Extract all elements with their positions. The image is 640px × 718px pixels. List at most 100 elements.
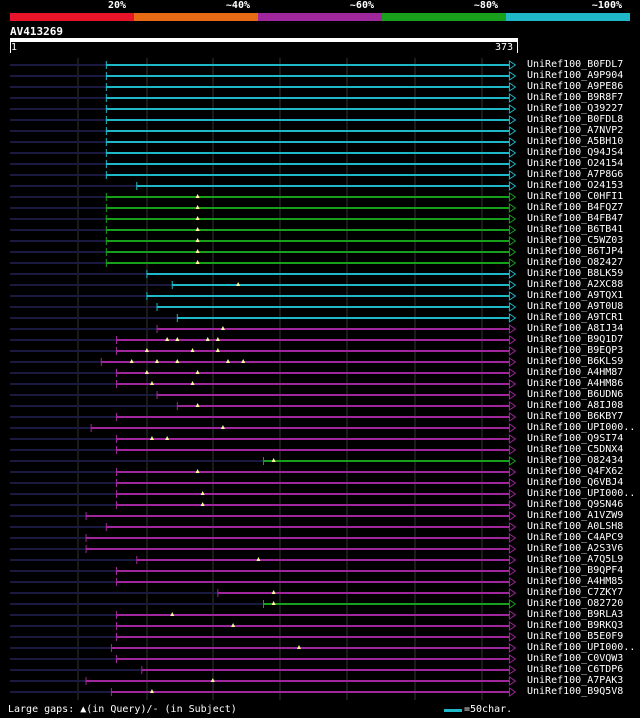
hit-label[interactable]: UniRef100_A8IJ34 bbox=[527, 323, 624, 334]
ruler-end-tick bbox=[517, 42, 518, 53]
hit-label[interactable]: UniRef100_B8LK59 bbox=[527, 268, 624, 279]
hit-label[interactable]: UniRef100_Q4FX62 bbox=[527, 466, 624, 477]
hit-label[interactable]: UniRef100_A7P8G6 bbox=[527, 169, 624, 180]
hit-label[interactable]: UniRef100_C0VQW3 bbox=[527, 653, 624, 664]
query-gap-marker-icon bbox=[149, 436, 154, 440]
hit-label[interactable]: UniRef100_A9TCR1 bbox=[527, 312, 624, 323]
continuation-arrow-icon bbox=[508, 269, 517, 279]
query-gap-marker-icon bbox=[165, 337, 170, 341]
hit-label[interactable]: UniRef100_A9P904 bbox=[527, 70, 624, 81]
query-gap-marker-icon bbox=[165, 436, 170, 440]
query-gap-marker-icon bbox=[170, 612, 175, 616]
continuation-arrow-icon bbox=[508, 544, 517, 554]
hit-label[interactable]: UniRef100_B6UDN6 bbox=[527, 389, 624, 400]
hit-label[interactable]: UniRef100_C0HFI1 bbox=[527, 191, 624, 202]
hit-label[interactable]: UniRef100_A1VZW9 bbox=[527, 510, 624, 521]
hit-label[interactable]: UniRef100_C6TDP6 bbox=[527, 664, 624, 675]
continuation-arrow-icon bbox=[508, 181, 517, 191]
continuation-arrow-icon bbox=[508, 445, 517, 455]
hit-label[interactable]: UniRef100_B9Q1D7 bbox=[527, 334, 624, 345]
continuation-arrow-icon bbox=[508, 115, 517, 125]
hit-label[interactable]: UniRef100_A8IJ08 bbox=[527, 400, 624, 411]
hit-label[interactable]: UniRef100_C5DNX4 bbox=[527, 444, 624, 455]
query-gap-marker-icon bbox=[271, 458, 276, 462]
continuation-arrow-icon bbox=[508, 588, 517, 598]
hit-label[interactable]: UniRef100_A2S3V6 bbox=[527, 543, 624, 554]
legend-segment bbox=[134, 13, 258, 21]
hit-label[interactable]: UniRef100_B0FDL8 bbox=[527, 114, 624, 125]
hit-label[interactable]: UniRef100_A9T0U8 bbox=[527, 301, 624, 312]
hit-label[interactable]: UniRef100_B9EQP3 bbox=[527, 345, 624, 356]
hit-label[interactable]: UniRef100_Q39227 bbox=[527, 103, 624, 114]
hit-label[interactable]: UniRef100_A7PAK3 bbox=[527, 675, 624, 686]
hit-label[interactable]: UniRef100_A0LSH8 bbox=[527, 521, 624, 532]
hit-label[interactable]: UniRef100_O82720 bbox=[527, 598, 624, 609]
query-gap-marker-icon bbox=[155, 359, 160, 363]
hit-label[interactable]: UniRef100_B9RKQ3 bbox=[527, 620, 624, 631]
scale-bar bbox=[444, 709, 462, 712]
continuation-arrow-icon bbox=[508, 258, 517, 268]
hit-label[interactable]: UniRef100_Q9SN46 bbox=[527, 499, 624, 510]
hit-label[interactable]: UniRef100_A9PE86 bbox=[527, 81, 624, 92]
hit-label[interactable]: UniRef100_B4FB47 bbox=[527, 213, 624, 224]
hit-label[interactable]: UniRef100_B6TJP4 bbox=[527, 246, 624, 257]
hit-label[interactable]: UniRef100_B9RLA3 bbox=[527, 609, 624, 620]
hit-label[interactable]: UniRef100_O82434 bbox=[527, 455, 624, 466]
query-gap-marker-icon bbox=[200, 502, 205, 506]
hit-label[interactable]: UniRef100_UPI000.. bbox=[527, 488, 636, 499]
hit-label[interactable]: UniRef100_A9TQX1 bbox=[527, 290, 624, 301]
hit-label[interactable]: UniRef100_UPI000.. bbox=[527, 422, 636, 433]
hit-label[interactable]: UniRef100_B6KBY7 bbox=[527, 411, 624, 422]
hit-label[interactable]: UniRef100_Q6VBJ4 bbox=[527, 477, 624, 488]
hit-label[interactable]: UniRef100_Q94JS4 bbox=[527, 147, 624, 158]
continuation-arrow-icon bbox=[508, 654, 517, 664]
continuation-arrow-icon bbox=[508, 104, 517, 114]
hit-label[interactable]: UniRef100_A4HM85 bbox=[527, 576, 624, 587]
hit-label[interactable]: UniRef100_A5BH10 bbox=[527, 136, 624, 147]
hit-label[interactable]: UniRef100_B9R8F7 bbox=[527, 92, 624, 103]
continuation-arrow-icon bbox=[508, 511, 517, 521]
hit-label[interactable]: UniRef100_B0FDL7 bbox=[527, 59, 624, 70]
hit-label[interactable]: UniRef100_Q9SI74 bbox=[527, 433, 624, 444]
query-gap-marker-icon bbox=[195, 238, 200, 242]
query-bar bbox=[10, 38, 518, 42]
hit-label[interactable]: UniRef100_O24154 bbox=[527, 158, 624, 169]
legend-label: ~40% bbox=[225, 0, 250, 11]
continuation-arrow-icon bbox=[508, 555, 517, 565]
hit-label[interactable]: UniRef100_A4HM87 bbox=[527, 367, 624, 378]
hit-label[interactable]: UniRef100_B9Q5V8 bbox=[527, 686, 624, 697]
hit-label[interactable]: UniRef100_A7NVP2 bbox=[527, 125, 624, 136]
query-gap-marker-icon bbox=[149, 689, 154, 693]
hit-label[interactable]: UniRef100_O82427 bbox=[527, 257, 624, 268]
query-gap-marker-icon bbox=[220, 326, 225, 330]
hit-label[interactable]: UniRef100_B6KLS9 bbox=[527, 356, 624, 367]
legend-label: ~60% bbox=[349, 0, 374, 11]
hit-label[interactable]: UniRef100_B9QPF4 bbox=[527, 565, 624, 576]
continuation-arrow-icon bbox=[508, 126, 517, 136]
hit-label[interactable]: UniRef100_A4HM86 bbox=[527, 378, 624, 389]
hit-label[interactable]: UniRef100_C7ZKY7 bbox=[527, 587, 624, 598]
query-gap-marker-icon bbox=[195, 194, 200, 198]
hit-label[interactable]: UniRef100_B4FQZ7 bbox=[527, 202, 624, 213]
legend-label: ~100% bbox=[591, 0, 622, 11]
query-gap-marker-icon bbox=[200, 491, 205, 495]
hit-label[interactable]: UniRef100_B5E0F9 bbox=[527, 631, 624, 642]
legend-segment bbox=[382, 13, 506, 21]
hit-label[interactable]: UniRef100_UPI000.. bbox=[527, 642, 636, 653]
continuation-arrow-icon bbox=[508, 401, 517, 411]
hit-label[interactable]: UniRef100_C4APC9 bbox=[527, 532, 624, 543]
query-gap-marker-icon bbox=[226, 359, 231, 363]
continuation-arrow-icon bbox=[508, 643, 517, 653]
continuation-arrow-icon bbox=[508, 148, 517, 158]
continuation-arrow-icon bbox=[508, 280, 517, 290]
hit-label[interactable]: UniRef100_C5WZ03 bbox=[527, 235, 624, 246]
hit-label[interactable]: UniRef100_O24153 bbox=[527, 180, 624, 191]
hit-label[interactable]: UniRef100_A2XC88 bbox=[527, 279, 624, 290]
hit-label[interactable]: UniRef100_B6TB41 bbox=[527, 224, 624, 235]
continuation-arrow-icon bbox=[508, 676, 517, 686]
identity-legend: 20% ~40% ~60% ~80% ~100% bbox=[10, 0, 630, 22]
hit-label[interactable]: UniRef100_A7Q5L9 bbox=[527, 554, 624, 565]
query-gap-marker-icon bbox=[129, 359, 134, 363]
legend-segment bbox=[506, 13, 630, 21]
